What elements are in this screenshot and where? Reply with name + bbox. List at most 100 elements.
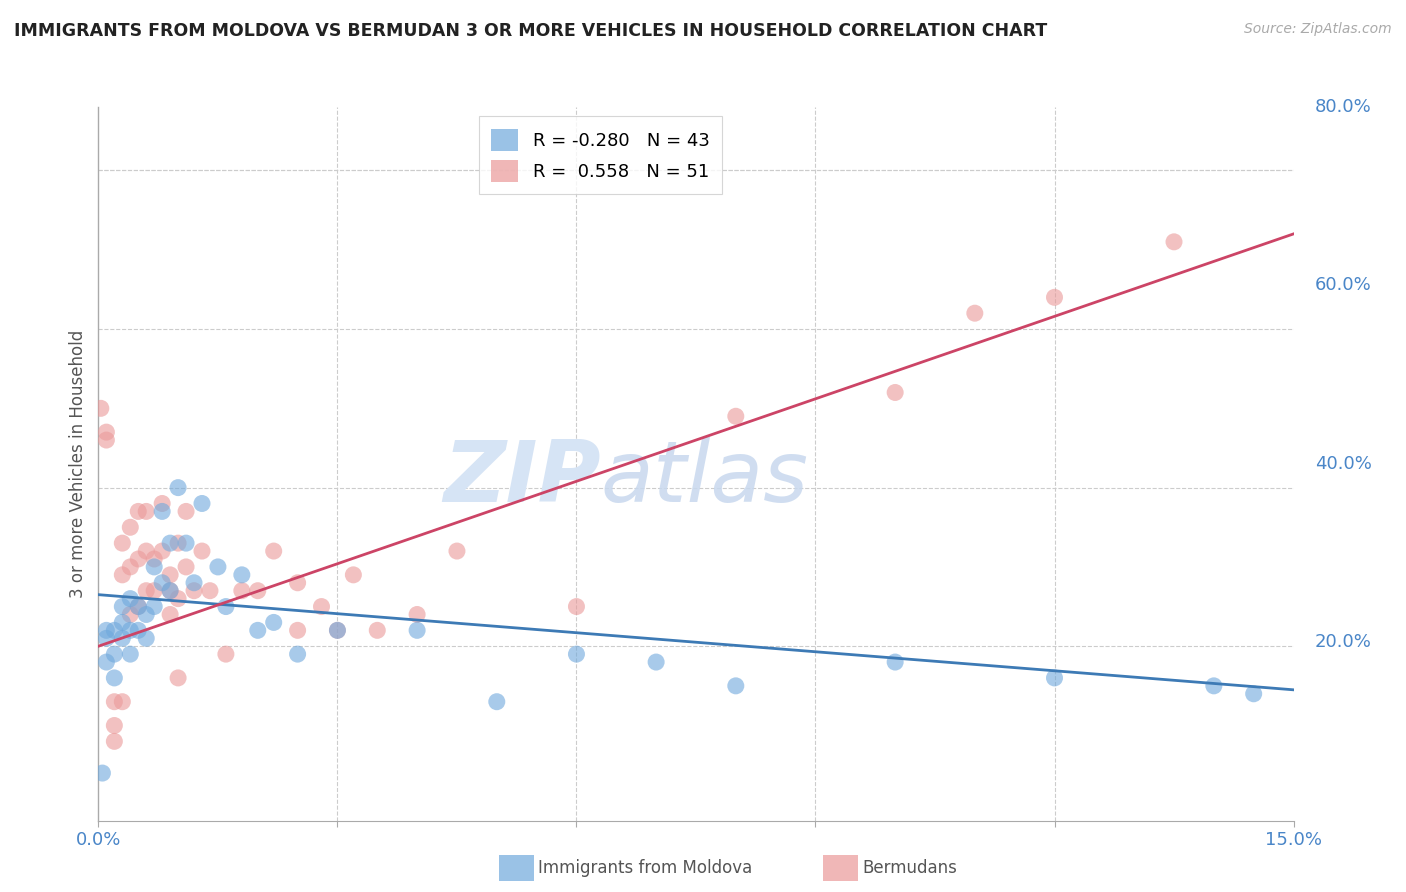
Point (1043, 671, 1066, 685)
Point (159, 583, 181, 598)
Point (446, 544, 468, 558)
Point (565, 647, 588, 661)
Point (150, 496, 173, 510)
Point (406, 624, 429, 638)
Point (120, 607, 142, 622)
Point (135, 632, 157, 646)
Text: IMMIGRANTS FROM MOLDOVA VS BERMUDAN 3 OR MORE VEHICLES IN HOUSEHOLD CORRELATION : IMMIGRANTS FROM MOLDOVA VS BERMUDAN 3 OR… (14, 22, 1047, 40)
Point (103, 671, 125, 685)
Y-axis label: 3 or more Vehicles in Household: 3 or more Vehicles in Household (69, 330, 87, 598)
Point (96, 425, 118, 439)
Text: Bermudans: Bermudans (862, 859, 956, 877)
Point (150, 575, 173, 590)
Point (215, 647, 238, 661)
Text: Source: ZipAtlas.com: Source: ZipAtlas.com (1244, 22, 1392, 37)
Point (96, 632, 118, 646)
Point (135, 607, 157, 622)
Point (174, 560, 197, 574)
Point (724, 679, 747, 693)
Point (150, 504, 173, 518)
Point (135, 504, 157, 518)
Point (120, 520, 142, 534)
Point (135, 544, 157, 558)
Point (191, 544, 214, 558)
Point (231, 583, 253, 598)
Text: ZIP: ZIP (443, 436, 600, 520)
Point (159, 536, 181, 550)
Point (1243, 687, 1265, 701)
Point (167, 671, 190, 685)
Point (167, 481, 190, 495)
Point (127, 504, 149, 518)
Point (111, 567, 134, 582)
Point (263, 544, 285, 558)
Point (159, 567, 181, 582)
Point (127, 599, 149, 614)
Text: atlas: atlas (600, 436, 808, 520)
Point (183, 575, 205, 590)
Point (287, 575, 309, 590)
Point (1163, 235, 1185, 249)
Point (645, 655, 668, 669)
Point (103, 734, 125, 748)
Point (724, 409, 747, 424)
Point (485, 695, 508, 709)
Point (143, 552, 166, 566)
Point (215, 599, 238, 614)
Point (96, 655, 118, 669)
Point (91, 766, 114, 780)
Point (150, 544, 173, 558)
Point (326, 624, 349, 638)
Point (120, 560, 142, 574)
Point (287, 647, 309, 661)
Point (263, 615, 285, 630)
Point (111, 536, 134, 550)
Point (884, 385, 907, 400)
Point (207, 560, 229, 574)
Point (111, 615, 134, 630)
Point (111, 695, 134, 709)
Point (884, 655, 907, 669)
Point (191, 496, 214, 510)
Point (127, 552, 149, 566)
Point (366, 624, 388, 638)
Point (198, 583, 221, 598)
Point (1043, 290, 1066, 304)
Point (103, 718, 125, 732)
Text: 60.0%: 60.0% (1315, 277, 1371, 294)
Point (143, 599, 166, 614)
Point (326, 624, 349, 638)
Point (231, 567, 253, 582)
Point (287, 624, 309, 638)
Text: 40.0%: 40.0% (1315, 455, 1371, 473)
Point (96, 624, 118, 638)
Point (143, 560, 166, 574)
Point (174, 504, 197, 518)
Point (1202, 679, 1225, 693)
Point (96, 433, 118, 447)
Point (103, 624, 125, 638)
Text: 20.0%: 20.0% (1315, 633, 1371, 651)
Legend: R = -0.280   N = 43, R =  0.558   N = 51: R = -0.280 N = 43, R = 0.558 N = 51 (478, 116, 723, 194)
Point (111, 632, 134, 646)
Point (565, 599, 588, 614)
Point (246, 624, 269, 638)
Point (246, 583, 269, 598)
Text: 80.0%: 80.0% (1315, 98, 1371, 116)
Point (127, 599, 149, 614)
Point (183, 583, 205, 598)
Point (111, 599, 134, 614)
Point (135, 583, 157, 598)
Point (406, 607, 429, 622)
Point (90, 401, 112, 416)
Point (159, 607, 181, 622)
Point (103, 695, 125, 709)
Point (120, 647, 142, 661)
Point (127, 624, 149, 638)
Point (167, 591, 190, 606)
Text: Immigrants from Moldova: Immigrants from Moldova (538, 859, 752, 877)
Point (103, 647, 125, 661)
Point (120, 591, 142, 606)
Point (342, 567, 364, 582)
Point (159, 583, 181, 598)
